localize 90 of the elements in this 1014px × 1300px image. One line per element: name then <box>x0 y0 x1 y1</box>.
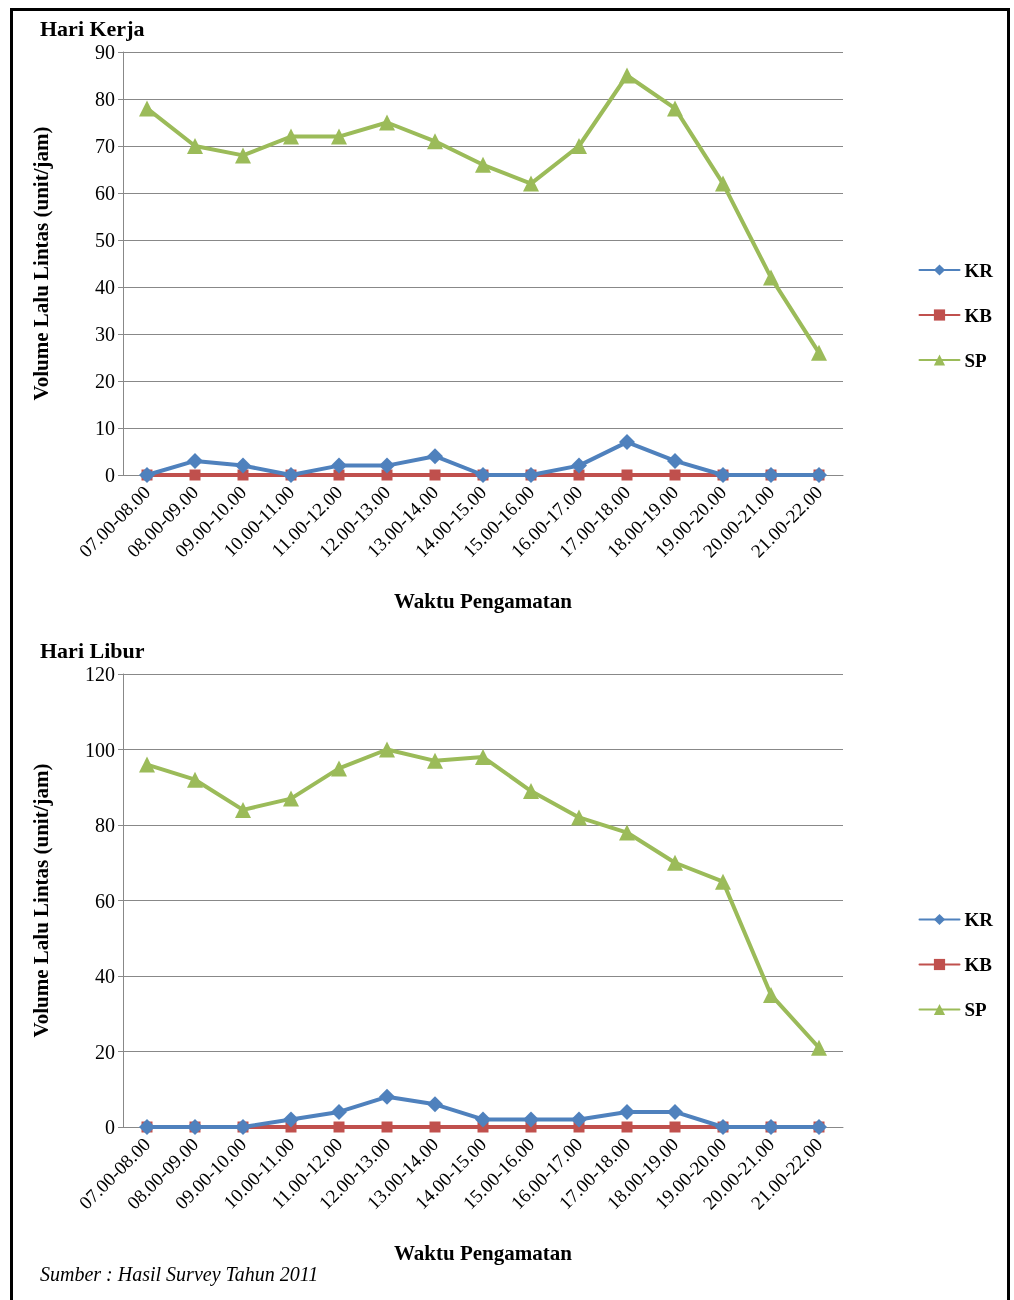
point <box>523 783 539 800</box>
point <box>237 469 249 481</box>
point <box>523 175 539 192</box>
point <box>189 469 201 481</box>
point <box>283 1111 299 1128</box>
point <box>571 809 587 826</box>
y-tick-label: 80 <box>95 814 115 836</box>
point <box>763 986 779 1003</box>
y-tick-label: 0 <box>105 1116 115 1138</box>
point <box>667 452 683 469</box>
y-tick-label: 10 <box>95 417 115 439</box>
point <box>139 756 155 773</box>
y-axis-title: Volume Lalu Lintas (unit/jam) <box>28 763 53 1038</box>
point <box>283 790 299 807</box>
point <box>235 801 251 818</box>
y-tick-label: 50 <box>95 229 115 251</box>
point <box>573 469 585 481</box>
point <box>619 67 635 84</box>
chart-title: Hari Kerja <box>40 15 145 41</box>
y-tick-label: 40 <box>95 965 115 987</box>
point <box>667 100 683 117</box>
point <box>187 138 203 154</box>
point <box>811 1039 827 1056</box>
point <box>669 1121 681 1133</box>
point <box>619 1103 635 1120</box>
point <box>811 344 827 361</box>
y-tick-label: 80 <box>95 88 115 110</box>
point <box>621 1121 633 1133</box>
y-tick-label: 120 <box>85 663 115 685</box>
point <box>475 1111 491 1128</box>
point <box>669 469 681 481</box>
point <box>235 147 251 164</box>
y-axis-title: Volume Lalu Lintas (unit/jam) <box>28 126 53 401</box>
point <box>427 448 443 465</box>
point <box>475 749 491 766</box>
y-tick-label: 40 <box>95 276 115 298</box>
point <box>381 469 393 481</box>
point <box>331 1103 347 1120</box>
legend-label: KB <box>964 304 993 326</box>
point <box>667 1103 683 1120</box>
point <box>381 1121 393 1133</box>
point <box>283 128 299 145</box>
legend-label: SP <box>964 349 988 371</box>
point <box>571 138 587 154</box>
point <box>187 452 203 469</box>
y-tick-label: 30 <box>95 323 115 345</box>
point <box>379 1088 395 1105</box>
point <box>523 1111 539 1128</box>
y-tick-label: 60 <box>95 889 115 912</box>
legend-label: KB <box>964 954 993 975</box>
y-tick-label: 90 <box>95 41 115 63</box>
point <box>475 156 491 173</box>
point <box>667 854 683 871</box>
point <box>619 434 635 451</box>
point <box>139 100 155 117</box>
y-tick-label: 20 <box>95 370 115 392</box>
legend-label: KR <box>964 259 994 281</box>
point <box>619 824 635 841</box>
point <box>715 873 731 890</box>
y-tick-label: 70 <box>95 135 115 157</box>
point <box>763 269 779 286</box>
point <box>331 760 347 777</box>
point <box>571 1111 587 1128</box>
point <box>379 741 395 758</box>
chart-title: Hari Libur <box>40 637 145 663</box>
legend-label: KR <box>964 909 994 930</box>
point <box>379 457 395 474</box>
y-tick-label: 60 <box>95 182 115 204</box>
text: Sumber : Hasil Survey Tahun 2011 <box>40 1263 319 1286</box>
point <box>427 133 443 150</box>
point <box>715 175 731 192</box>
point <box>331 128 347 145</box>
point <box>427 1096 443 1113</box>
x-axis-title: Waktu Pengamatan <box>394 1240 573 1265</box>
legend-label: SP <box>964 999 988 1020</box>
point <box>571 457 587 474</box>
y-tick-label: 100 <box>85 738 115 761</box>
point <box>621 469 633 481</box>
point <box>333 1121 345 1133</box>
point <box>427 752 443 769</box>
y-tick-label: 20 <box>95 1040 115 1063</box>
point <box>333 469 345 481</box>
y-tick-label: 0 <box>105 464 115 486</box>
x-axis-title: Waktu Pengamatan <box>394 588 573 613</box>
point <box>235 457 251 474</box>
point <box>379 114 395 131</box>
point <box>187 771 203 788</box>
point <box>331 457 347 474</box>
point <box>429 1121 441 1133</box>
point <box>429 469 441 481</box>
